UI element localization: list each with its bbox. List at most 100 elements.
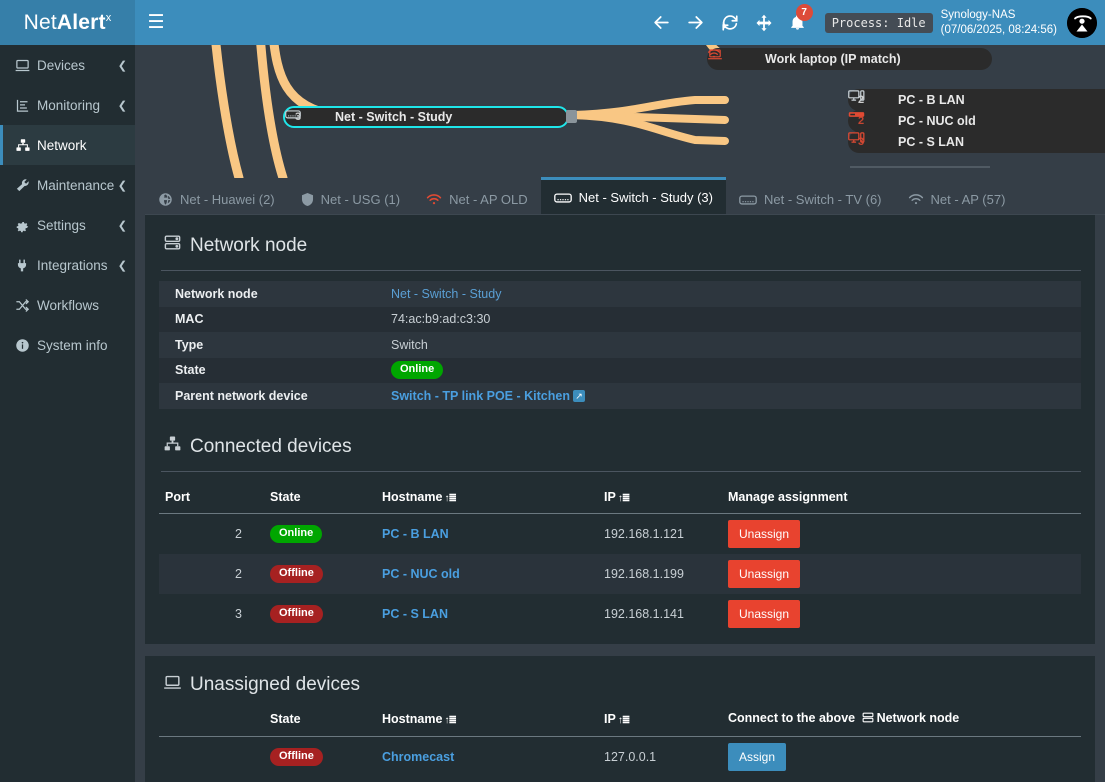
topology-node-pc-b-lan[interactable]: 2 PC - B LAN bbox=[848, 89, 1105, 111]
sort-icon[interactable]: ↑≣ bbox=[444, 492, 456, 504]
detail-value-parent[interactable]: Switch - TP link POE - Kitchen ↗ bbox=[391, 389, 585, 403]
chevron-left-icon: ❮ bbox=[117, 179, 127, 192]
tab-label: Net - Huawei (2) bbox=[180, 191, 275, 207]
node-label: Net - Switch - Study bbox=[335, 110, 453, 124]
table-row: 2 Online PC - B LAN 192.168.1.121 Unassi… bbox=[159, 513, 1081, 554]
sidebar-label-maintenance: Maintenance bbox=[37, 177, 115, 193]
node-port-number: 2 bbox=[857, 115, 865, 127]
detail-row-network-node: Network node Net - Switch - Study bbox=[159, 281, 1081, 307]
topology-node-work-laptop[interactable]: Work laptop (IP match) bbox=[707, 48, 992, 70]
node-label: PC - B LAN bbox=[898, 93, 965, 107]
table-row: 2 Offline PC - NUC old 192.168.1.199 Una… bbox=[159, 553, 1081, 594]
unassign-button[interactable]: Unassign bbox=[728, 519, 801, 548]
table-row: 3 Offline PC - S LAN 192.168.1.141 Unass… bbox=[159, 594, 1081, 634]
sidebar-item-monitoring[interactable]: Monitoring ❮ bbox=[0, 85, 135, 125]
main-content: 3 Net - Switch - Study Work laptop (IP m… bbox=[135, 45, 1105, 782]
column-header-ip[interactable]: IP ↑≣ bbox=[598, 702, 722, 737]
column-header-hostname[interactable]: Hostname ↑≣ bbox=[376, 481, 598, 514]
sidebar-item-settings[interactable]: Settings ❮ bbox=[0, 205, 135, 245]
notification-badge: 7 bbox=[795, 4, 813, 21]
tab-label: Net - AP (57) bbox=[930, 191, 1006, 207]
switch-icon bbox=[739, 193, 757, 205]
user-avatar[interactable] bbox=[1067, 7, 1097, 38]
column-label: IP bbox=[604, 489, 616, 504]
sitemap-icon bbox=[163, 435, 182, 459]
cell-hostname[interactable]: PC - NUC old bbox=[376, 553, 598, 594]
unassign-button[interactable]: Unassign bbox=[728, 599, 801, 628]
hostname-link[interactable]: Chromecast bbox=[382, 749, 455, 764]
detail-value-network-node[interactable]: Net - Switch - Study bbox=[391, 286, 502, 301]
tab-net-ap-old[interactable]: Net - AP OLD bbox=[413, 181, 541, 214]
tab-net-usg[interactable]: Net - USG (1) bbox=[288, 181, 413, 214]
sort-icon[interactable]: ↑≣ bbox=[617, 492, 630, 504]
column-header-ip[interactable]: IP ↑≣ bbox=[598, 481, 722, 514]
sort-icon[interactable]: ↑≣ bbox=[617, 714, 630, 726]
unassign-button[interactable]: Unassign bbox=[728, 559, 801, 588]
tab-label: Net - Switch - TV (6) bbox=[764, 191, 882, 207]
cell-ip: 192.168.1.199 bbox=[598, 553, 722, 594]
column-header-hostname[interactable]: Hostname ↑≣ bbox=[376, 702, 598, 737]
topology-node-pc-s-lan[interactable]: 3 PC - S LAN bbox=[848, 131, 1105, 153]
cell-hostname[interactable]: PC - S LAN bbox=[376, 594, 598, 634]
column-header-port: Port bbox=[159, 481, 264, 514]
hostname-link[interactable]: PC - S LAN bbox=[382, 606, 448, 621]
cell-action: Assign bbox=[722, 736, 1081, 777]
hostname-link[interactable]: PC - B LAN bbox=[382, 526, 449, 541]
divider bbox=[161, 270, 1081, 271]
network-topology-diagram[interactable]: 3 Net - Switch - Study Work laptop (IP m… bbox=[135, 45, 1105, 178]
table-row: Offline Chromecast 127.0.0.1 Assign bbox=[159, 736, 1081, 777]
wrench-icon bbox=[15, 178, 37, 193]
node-label: Work laptop (IP match) bbox=[765, 52, 901, 66]
tab-net-switch-study[interactable]: Net - Switch - Study (3) bbox=[540, 177, 726, 214]
status-badge: Online bbox=[270, 524, 323, 543]
arrows-move-icon[interactable] bbox=[747, 0, 781, 45]
cell-port: 3 bbox=[235, 606, 242, 621]
hamburger-icon[interactable]: ☰ bbox=[147, 12, 165, 33]
cell-state: Offline bbox=[264, 553, 376, 594]
bell-icon[interactable]: 7 bbox=[781, 0, 815, 45]
hostname-link[interactable]: PC - NUC old bbox=[382, 566, 460, 581]
sidebar-item-network[interactable]: Network bbox=[0, 125, 135, 165]
node-port-number: 3 bbox=[294, 111, 302, 123]
tab-net-ap[interactable]: Net - AP (57) bbox=[895, 181, 1019, 214]
sidebar-label-settings: Settings bbox=[37, 217, 86, 233]
topology-node-net-switch-study[interactable]: 3 Net - Switch - Study bbox=[283, 106, 569, 128]
sidebar-item-workflows[interactable]: Workflows bbox=[0, 285, 135, 325]
refresh-icon[interactable] bbox=[713, 0, 747, 45]
arrow-left-icon[interactable] bbox=[645, 0, 679, 45]
divider bbox=[161, 470, 1081, 472]
column-header-state: State bbox=[264, 702, 376, 737]
network-node-tabs: Net - Huawei (2) Net - USG (1) Net - AP … bbox=[145, 177, 1105, 215]
cell-port: 2 bbox=[159, 553, 264, 594]
wifi-icon bbox=[908, 193, 924, 206]
laptop-icon bbox=[15, 58, 37, 73]
section-title: Connected devices bbox=[190, 435, 352, 457]
detail-key: State bbox=[175, 363, 206, 378]
navbar: ☰ 7 Process: Idle bbox=[135, 0, 1105, 45]
parent-device-link[interactable]: Switch - TP link POE - Kitchen bbox=[391, 388, 570, 403]
host-info: Synology-NAS (07/06/2025, 08:24:56) bbox=[941, 8, 1057, 38]
sort-icon[interactable]: ↑≣ bbox=[444, 714, 456, 726]
sidebar-item-integrations[interactable]: Integrations ❮ bbox=[0, 245, 135, 285]
sitemap-icon bbox=[15, 138, 37, 153]
sidebar-item-maintenance[interactable]: Maintenance ❮ bbox=[0, 165, 135, 205]
cell-state: Offline bbox=[264, 594, 376, 634]
arrow-right-icon[interactable] bbox=[679, 0, 713, 45]
cell-hostname[interactable]: PC - B LAN bbox=[376, 513, 598, 554]
sidebar-item-devices[interactable]: Devices ❮ bbox=[0, 45, 135, 85]
shield-icon bbox=[301, 192, 314, 207]
tab-net-huawei[interactable]: Net - Huawei (2) bbox=[145, 181, 288, 214]
connect-label: Connect to the above bbox=[728, 710, 856, 725]
app-logo[interactable]: NetAlertx bbox=[0, 0, 135, 45]
external-link-icon[interactable]: ↗ bbox=[572, 389, 585, 402]
column-header-state: State bbox=[264, 481, 376, 514]
topology-node-pc-nuc-old[interactable]: 2 PC - NUC old bbox=[848, 110, 1105, 132]
assign-button[interactable]: Assign bbox=[728, 742, 787, 771]
cell-spacer bbox=[159, 736, 264, 777]
tab-net-switch-tv[interactable]: Net - Switch - TV (6) bbox=[726, 181, 895, 214]
node-output-port-chip bbox=[566, 110, 577, 123]
sidebar-item-system-info[interactable]: System info bbox=[0, 325, 135, 365]
cell-hostname[interactable]: Chromecast bbox=[376, 736, 598, 777]
column-label: Hostname bbox=[382, 489, 443, 504]
